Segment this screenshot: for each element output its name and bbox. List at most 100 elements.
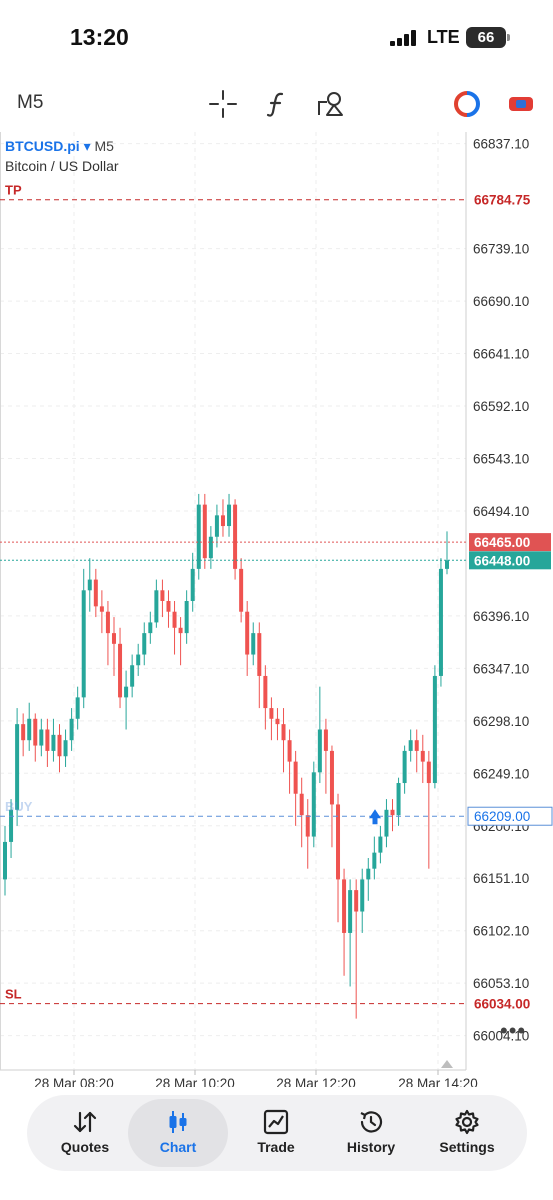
price-tick-label: 66690.10: [473, 294, 529, 309]
tab-quotes[interactable]: Quotes: [35, 1099, 135, 1167]
symbol-description: Bitcoin / US Dollar: [5, 158, 119, 174]
candle-body: [420, 750, 425, 762]
price-level-badge: [468, 190, 552, 209]
buy-deal-arrow-icon: [369, 809, 381, 825]
candle-body: [196, 504, 201, 569]
candle-body: [438, 568, 443, 676]
chart-area[interactable]: 66837.10 66739.10 66690.10 66641.10 66592.10…: [0, 132, 553, 1087]
candle-body: [317, 729, 322, 773]
candle-body: [142, 633, 147, 655]
trade-toggle-icon[interactable]: [505, 88, 537, 120]
more-options-icon[interactable]: •••: [500, 1018, 527, 1043]
one-click-trading-icon[interactable]: [451, 88, 483, 120]
status-bar: 13:20 LTE 66: [0, 0, 553, 74]
tab-chart[interactable]: Chart: [128, 1099, 228, 1167]
candle-body: [166, 601, 171, 612]
chart-timeframe: M5: [94, 138, 114, 154]
candle-body: [414, 740, 419, 751]
price-level-label: TP: [5, 183, 22, 198]
time-tick-label: 28 Mar 10:20: [155, 1076, 235, 1087]
candle-body: [305, 815, 310, 837]
candle-body: [239, 568, 244, 612]
objects-icon[interactable]: [315, 88, 347, 120]
candle-body: [402, 750, 407, 784]
indicators-icon[interactable]: [261, 88, 293, 120]
price-tick-label: 66249.10: [473, 766, 529, 781]
candle-body: [124, 686, 129, 698]
candle-body: [445, 560, 449, 569]
candle-body: [75, 697, 80, 719]
price-level-badge: [468, 994, 552, 1013]
candle-body: [57, 734, 62, 757]
candle-body: [257, 633, 262, 676]
candle-body: [105, 611, 110, 634]
candle-body: [87, 579, 92, 591]
candle-body: [130, 665, 135, 687]
candle-body: [293, 761, 298, 794]
candle-body: [214, 515, 219, 537]
price-level-value: 66034.00: [474, 997, 530, 1012]
bottom-tab-bar: Quotes Chart Trade History: [27, 1095, 527, 1171]
candle-body: [172, 611, 177, 628]
candle-body: [202, 504, 207, 559]
timeframe-button[interactable]: M5: [17, 92, 44, 113]
candle-body: [408, 740, 413, 751]
candle-body: [190, 568, 195, 601]
signal-strength-icon: [390, 30, 416, 46]
time-tick-label: 28 Mar 12:20: [276, 1076, 356, 1087]
candle-body: [366, 868, 371, 880]
tab-label: Chart: [159, 1139, 197, 1155]
candle-body: [93, 579, 98, 607]
tab-settings[interactable]: Settings: [417, 1099, 517, 1167]
candle-body: [378, 836, 383, 853]
price-tick-label: 66396.10: [473, 609, 529, 624]
price-level-label: SL: [5, 987, 22, 1002]
tab-label: Quotes: [60, 1139, 110, 1155]
battery-level: 66: [477, 29, 495, 46]
candle-body: [329, 750, 334, 805]
candle-body: [269, 708, 274, 719]
candle-body: [323, 729, 328, 751]
candle-body: [118, 643, 123, 698]
symbol-dropdown-icon[interactable]: ▾: [83, 138, 91, 154]
price-tick-label: 66102.10: [473, 924, 529, 939]
price-level-badge: [469, 551, 551, 570]
price-level-badge: [469, 533, 551, 552]
price-level-badge: [467, 806, 553, 826]
candles-icon: [169, 1111, 187, 1133]
network-type: LTE: [427, 27, 460, 47]
price-tick-label: 66053.10: [473, 976, 529, 991]
candle-body: [396, 783, 401, 816]
candle-body: [63, 740, 68, 757]
price-tick-label: 66151.10: [473, 871, 529, 886]
candle-body: [233, 504, 238, 569]
candle-body: [184, 601, 189, 634]
candle-body: [81, 590, 86, 698]
candle-body: [208, 536, 213, 559]
price-tick-label: 66004.10: [473, 1029, 529, 1044]
symbol-name[interactable]: BTCUSD.pi: [5, 138, 80, 154]
candle-body: [372, 852, 377, 869]
price-chart[interactable]: 66837.10 66739.10 66690.10 66641.10 66592.10…: [0, 132, 553, 1087]
tab-trade[interactable]: Trade: [226, 1099, 326, 1167]
status-time: 13:20: [70, 24, 129, 50]
candle-body: [384, 809, 389, 837]
price-tick-label: 66739.10: [473, 242, 529, 257]
price-tick-label: 66543.10: [473, 451, 529, 466]
candle-body: [245, 611, 250, 655]
candle-body: [21, 724, 26, 741]
quotes-arrows-icon: [73, 1111, 97, 1133]
candle-body: [39, 729, 44, 746]
price-tick-label: 66298.10: [473, 714, 529, 729]
tab-label: Trade: [257, 1139, 295, 1155]
candle-body: [263, 675, 268, 709]
scroll-to-end-marker[interactable]: [441, 1060, 453, 1068]
crosshair-icon[interactable]: [207, 88, 239, 120]
candle-body: [227, 504, 232, 527]
chart-symbol-line: BTCUSD.pi ▾ M5: [5, 138, 114, 155]
candle-body: [160, 590, 165, 601]
price-tick-label: 66837.10: [473, 137, 529, 152]
tab-history[interactable]: History: [321, 1099, 421, 1167]
price-tick-label: 66641.10: [473, 347, 529, 362]
time-tick-label: 28 Mar 14:20: [398, 1076, 478, 1087]
